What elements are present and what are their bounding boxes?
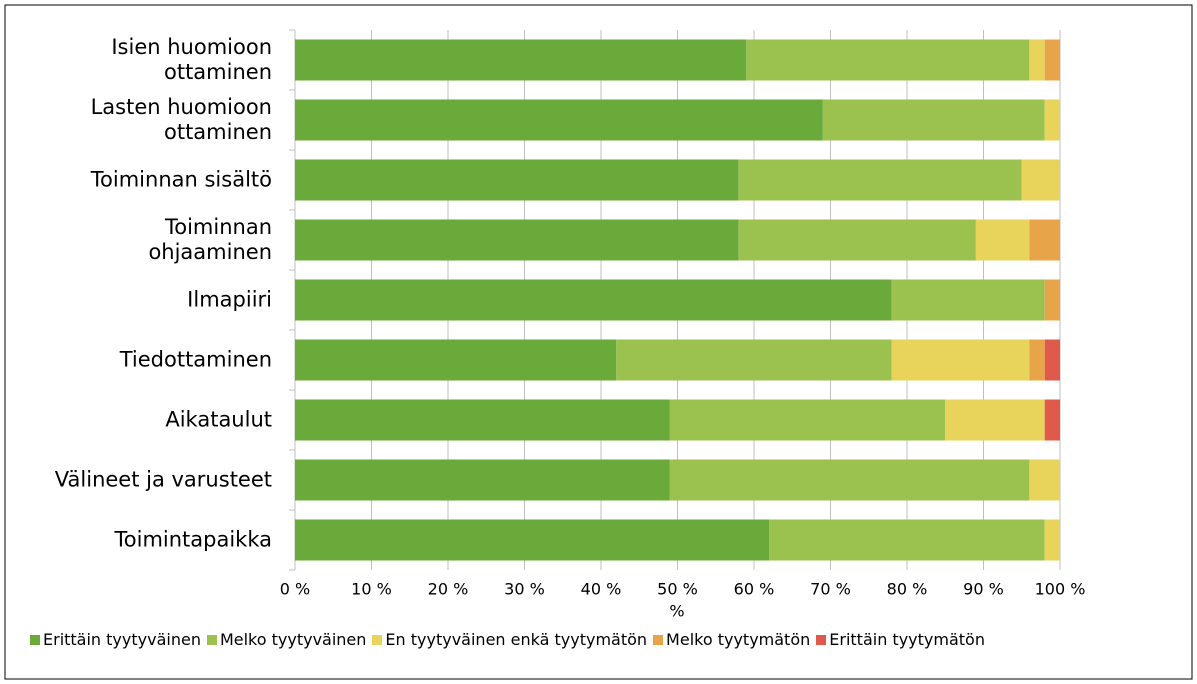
- category-label: Toiminnan ohjaaminen: [148, 215, 272, 264]
- bar-segment: [1029, 39, 1045, 81]
- bar-segment: [295, 39, 747, 81]
- bar-segment: [1029, 339, 1045, 381]
- x-tick-label: 60 %: [734, 580, 775, 599]
- x-tick-label: 0 %: [280, 580, 310, 599]
- bar-segment: [295, 159, 739, 201]
- legend-swatch: [372, 634, 383, 645]
- bar-segment: [295, 279, 892, 321]
- legend: Erittäin tyytyväinen Melko tyytyväinen En …: [30, 630, 985, 649]
- category-label: Tiedottaminen: [119, 347, 272, 372]
- bar-segment: [1021, 159, 1060, 201]
- bar-segment: [891, 279, 1045, 321]
- legend-item: Melko tyytyväinen: [206, 630, 367, 649]
- legend-label: Melko tyytyväinen: [219, 630, 367, 649]
- legend-label: Erittäin tyytyväinen: [43, 630, 201, 649]
- bar-segment: [669, 459, 1030, 501]
- x-tick-label: 50 %: [657, 580, 698, 599]
- legend-label: Erittäin tyytymätön: [829, 630, 985, 649]
- x-tick-label: 40 %: [581, 580, 622, 599]
- category-label: Ilmapiiri: [187, 287, 272, 312]
- bar-segment: [669, 399, 946, 441]
- legend-item: En tyytyväinen enkä tyytymätön: [372, 630, 647, 649]
- x-tick-label: 30 %: [504, 580, 545, 599]
- bar-segment: [769, 519, 1045, 561]
- bar-segment: [295, 99, 823, 141]
- bar-segment: [1044, 39, 1060, 81]
- legend-item: Erittäin tyytyväinen: [30, 630, 201, 649]
- bar-segment: [616, 339, 892, 381]
- x-tick-label: 80 %: [887, 580, 928, 599]
- bar-segment: [738, 219, 976, 261]
- bar-segment: [891, 339, 1030, 381]
- legend-item: Melko tyytymätön: [653, 630, 810, 649]
- bar-segment: [1029, 219, 1060, 261]
- legend-label: En tyytyväinen enkä tyytymätön: [385, 630, 648, 649]
- x-tick-label: 20 %: [428, 580, 469, 599]
- legend-swatch: [206, 634, 217, 645]
- category-label: Lasten huomioon ottaminen: [90, 95, 272, 144]
- category-label: Toimintapaikka: [114, 527, 273, 552]
- x-tick-label: 10 %: [351, 580, 392, 599]
- legend-swatch: [816, 634, 827, 645]
- legend-swatch: [653, 634, 664, 645]
- category-label: Isien huomioon ottaminen: [111, 35, 272, 84]
- category-label: Aikataulut: [165, 407, 272, 432]
- bar-segment: [295, 339, 617, 381]
- x-tick-label: 70 %: [810, 580, 851, 599]
- legend-item: Erittäin tyytymätön: [816, 630, 985, 649]
- x-tick-label: 100 %: [1035, 580, 1086, 599]
- bar-segment: [295, 459, 670, 501]
- bar-segment: [295, 399, 670, 441]
- category-label: Toiminnan sisältö: [90, 167, 272, 192]
- bar-segment: [1044, 339, 1060, 381]
- bar-segment: [1044, 99, 1060, 141]
- bar-segment: [822, 99, 1045, 141]
- legend-swatch: [30, 634, 40, 645]
- bar-segment: [1044, 519, 1060, 561]
- category-label: Välineet ja varusteet: [54, 467, 272, 492]
- bar-segment: [945, 399, 1045, 441]
- bar-segment: [1044, 279, 1060, 321]
- bar-segment: [295, 219, 739, 261]
- x-axis-label: %: [669, 602, 684, 621]
- bar-segment: [1044, 399, 1060, 441]
- bar-segment: [738, 159, 1022, 201]
- bar-segment: [295, 519, 770, 561]
- bar-segment: [746, 39, 1030, 81]
- legend-label: Melko tyytymätön: [666, 630, 811, 649]
- bar-segment: [975, 219, 1030, 261]
- frame: [4, 4, 1193, 680]
- bar-segment: [1029, 459, 1060, 501]
- x-tick-label: 90 %: [963, 580, 1004, 599]
